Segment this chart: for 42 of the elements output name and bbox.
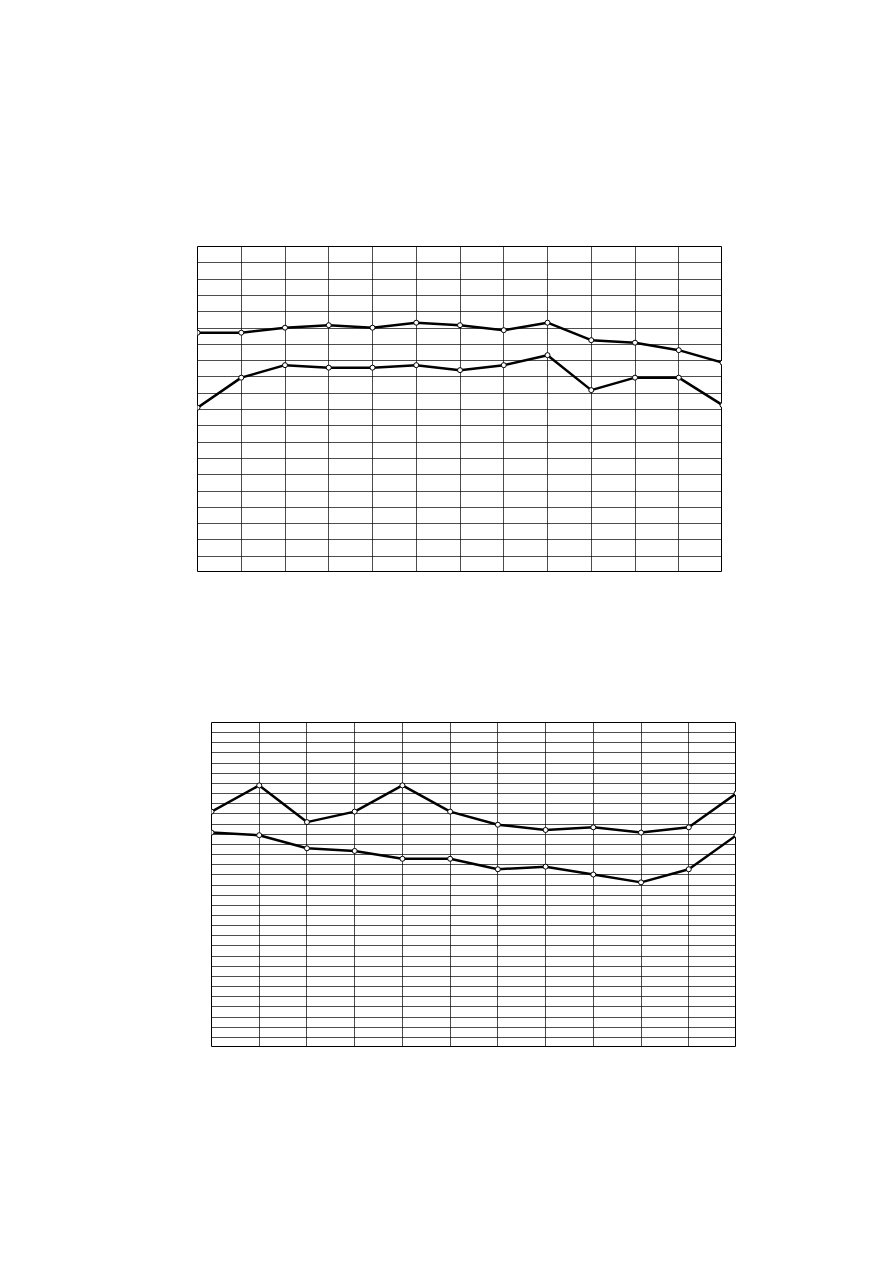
- point: [685, 824, 692, 831]
- point: [675, 347, 682, 354]
- point: [638, 879, 645, 886]
- point: [413, 362, 420, 369]
- point: [632, 374, 638, 381]
- point: [638, 829, 645, 836]
- point: [256, 782, 263, 789]
- point: [542, 826, 549, 833]
- point: [494, 821, 501, 828]
- point: [399, 782, 406, 789]
- point: [325, 322, 332, 329]
- point: [447, 808, 454, 815]
- point: [500, 362, 507, 369]
- point: [256, 832, 263, 839]
- point: [413, 319, 420, 326]
- point: [494, 866, 501, 873]
- point: [544, 352, 551, 359]
- point: [588, 337, 595, 344]
- point: [303, 819, 310, 826]
- point: [544, 319, 551, 326]
- point: [303, 845, 310, 852]
- point: [351, 847, 358, 854]
- point: [238, 374, 245, 381]
- point: [369, 324, 376, 331]
- point: [447, 855, 454, 862]
- point: [399, 855, 406, 862]
- point: [542, 863, 549, 870]
- point: [590, 871, 597, 878]
- point: [632, 339, 638, 346]
- point: [325, 364, 332, 371]
- point: [351, 808, 358, 815]
- point: [590, 824, 597, 831]
- point: [238, 329, 245, 336]
- point: [675, 374, 682, 381]
- point: [685, 866, 692, 873]
- point: [282, 324, 288, 331]
- point: [282, 362, 288, 369]
- point: [500, 327, 507, 334]
- point: [457, 367, 463, 374]
- point: [588, 387, 595, 394]
- point: [369, 364, 376, 371]
- point: [457, 322, 463, 329]
